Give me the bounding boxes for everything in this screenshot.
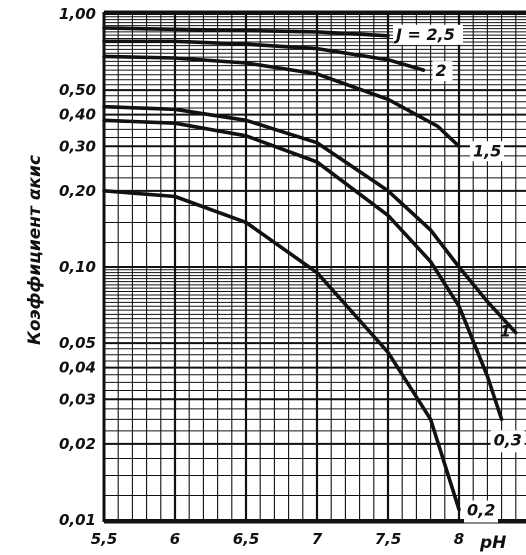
series-label: 1,5 — [473, 141, 501, 160]
y-tick-label: 0,10 — [59, 258, 96, 276]
series-label-background — [393, 24, 463, 45]
series-label: 0,2 — [467, 501, 495, 520]
series-line — [102, 54, 461, 149]
series-label-background — [470, 141, 504, 162]
x-tick-label: 6 — [170, 530, 180, 548]
series-label: 2 — [436, 61, 447, 80]
y-tick-label: 0,50 — [59, 81, 96, 99]
y-tick-label: 0,30 — [59, 137, 96, 155]
x-tick-label: 7,5 — [375, 530, 402, 548]
x-tick-label: 6,5 — [233, 530, 260, 548]
series-labels: J = 2,5 2 1,5 1 0,3 0,2 — [393, 24, 525, 523]
tick-labels: 5,5 6 6,5 7 7,5 8 0,01 0,02 0,03 0,04 0,05 0,10 0,20… — [59, 5, 464, 548]
y-tick-label: 0,01 — [59, 511, 96, 529]
y-tick-label: 0,40 — [59, 106, 96, 124]
x-tick-label: 8 — [454, 530, 464, 548]
series-line — [102, 39, 426, 72]
series-line — [102, 104, 518, 335]
grid — [102, 10, 526, 524]
x-tick-label: 5,5 — [91, 530, 118, 548]
y-tick-label: 0,05 — [59, 334, 96, 352]
series-label-background — [464, 500, 498, 523]
series-label: 0,3 — [494, 430, 522, 449]
y-tick-label: 0,04 — [59, 359, 96, 377]
series-label: 1 — [500, 322, 511, 341]
series-label-background — [490, 430, 525, 453]
series-label-background — [432, 61, 453, 82]
y-tick-label: 0,02 — [59, 435, 96, 453]
series-line — [102, 189, 461, 512]
series-label: J = 2,5 — [393, 25, 455, 44]
y-tick-label: 0,20 — [59, 182, 96, 200]
series-line — [102, 26, 390, 38]
x-axis-title: pH — [479, 533, 506, 553]
y-tick-label: 1,00 — [59, 5, 96, 23]
series-line — [102, 118, 504, 422]
curves — [102, 26, 518, 512]
y-axis-title: Коэффициент αкис — [25, 155, 45, 345]
x-tick-label: 7 — [312, 530, 323, 548]
y-tick-label: 0,03 — [59, 390, 96, 408]
